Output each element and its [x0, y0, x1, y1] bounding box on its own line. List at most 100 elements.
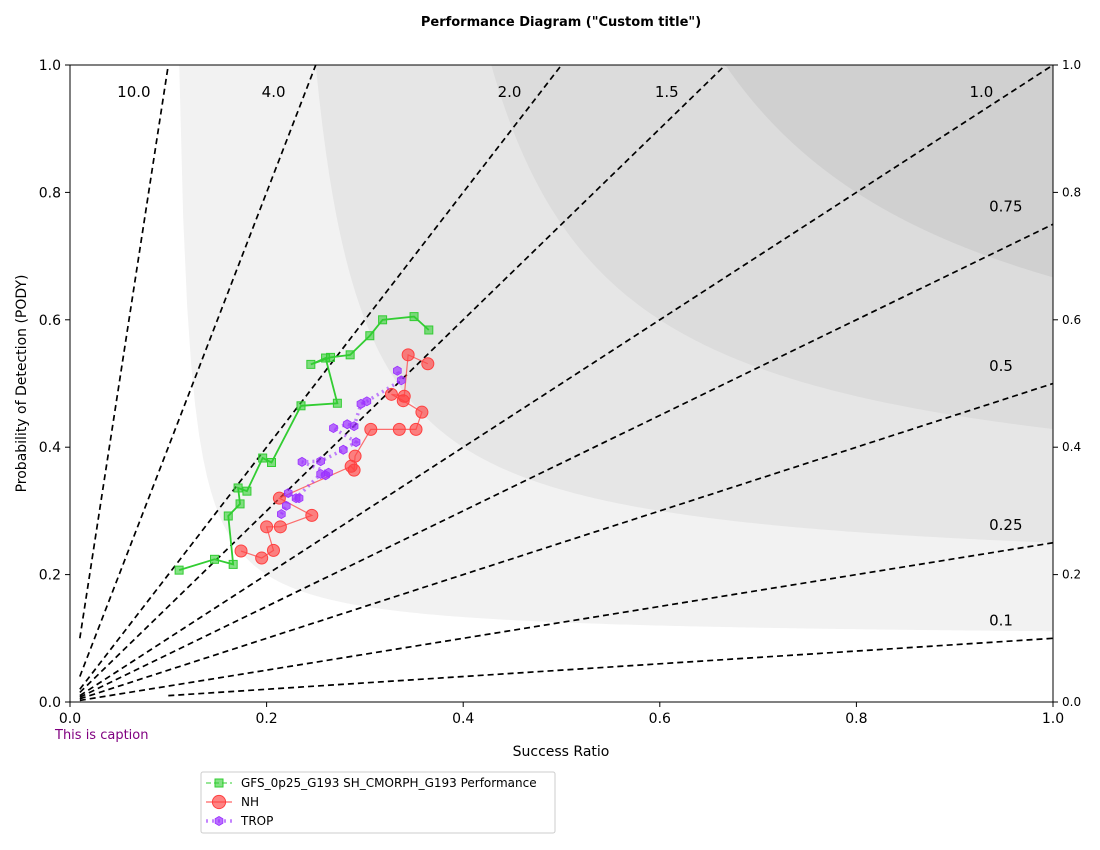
bias-lines: 10.0 4.0 2.0 1.5 1.0 0.75 0.5 0.25 0.1: [78, 64, 1054, 702]
x-tick-label-3: 0.6: [649, 711, 671, 727]
bias-label-10.0: 10.0: [117, 83, 150, 101]
series-2-point-10: [338, 444, 348, 455]
series-0-point-6: [242, 486, 252, 496]
x-axis-label: Success Ratio: [513, 744, 610, 760]
series-2-point-4: [291, 493, 301, 504]
right-y-tick-label-5: 1.0: [1062, 58, 1081, 72]
series-2-point-2: [283, 488, 293, 499]
series-2-point-12: [329, 423, 338, 434]
plot-frame: [69, 64, 1054, 703]
bias-line-1.0: [79, 64, 1054, 697]
x-tick-label-1: 0.2: [255, 711, 277, 727]
series-2-point-1: [281, 500, 291, 511]
series-0-point-13: [325, 352, 335, 362]
series-2-point-13: [342, 419, 352, 430]
series-1-point-8: [347, 463, 361, 477]
csi-contour-fill: [70, 65, 1053, 702]
legend: GFS_0p25_G193 SH_CMORPH_G193 Performance…: [200, 771, 556, 834]
series-0-point-14: [345, 350, 355, 360]
bias-label-1.5: 1.5: [655, 83, 679, 101]
series-1-point-12: [409, 422, 423, 436]
x-tick-label-4: 0.8: [845, 711, 867, 727]
bias-label-0.5: 0.5: [989, 357, 1013, 375]
series-layer: [174, 312, 435, 575]
series-1-point-2: [266, 543, 280, 557]
legend-marker-1: [211, 794, 227, 810]
chart-title: Performance Diagram ("Custom title"): [421, 15, 701, 30]
series-2-point-17: [396, 375, 406, 386]
bias-line-2.0: [79, 64, 563, 690]
series-2-point-0: [277, 509, 286, 520]
series-2-point-18: [393, 365, 402, 376]
right-y-tick-label-3: 0.6: [1062, 313, 1081, 327]
series-1-point-1: [255, 551, 269, 565]
series-1-point-5: [305, 508, 319, 522]
series-0-point-12: [306, 359, 316, 369]
bias-label-0.1: 0.1: [989, 612, 1013, 630]
x-tick-label-5: 1.0: [1042, 711, 1064, 727]
legend-label-0: GFS_0p25_G193 SH_CMORPH_G193 Performance: [241, 776, 537, 790]
bias-label-4.0: 4.0: [262, 83, 286, 101]
y-tick-label-2: 0.4: [39, 440, 61, 456]
series-0-point-7: [258, 453, 268, 463]
x-tick-label-0: 0.0: [59, 711, 81, 727]
y-tick-label-0: 0.0: [39, 695, 61, 711]
bias-label-1.0: 1.0: [969, 83, 993, 101]
series-0-point-16: [378, 315, 388, 325]
legend-marker-0: [214, 778, 224, 788]
x-tick-label-2: 0.4: [452, 711, 474, 727]
series-0-point-5: [233, 483, 243, 493]
bias-line-0.1: [168, 637, 1054, 697]
y-tick-label-1: 0.2: [39, 568, 61, 584]
right-y-tick-label-1: 0.2: [1062, 568, 1081, 582]
legend-label-1: NH: [241, 795, 259, 809]
series-0-point-10: [332, 398, 342, 408]
series-2-point-9: [316, 456, 325, 467]
bias-line-0.25: [79, 541, 1054, 702]
series-1-point-6: [272, 491, 286, 505]
series-0-point-4: [235, 499, 245, 509]
series-0-point-8: [267, 457, 277, 467]
series-0-point-3: [223, 511, 233, 521]
series-1-point-13: [415, 405, 429, 419]
series-1-point-9: [348, 449, 362, 463]
series-1: [234, 348, 435, 565]
series-1-point-3: [260, 520, 274, 534]
series-0-point-15: [365, 331, 375, 341]
bias-line-0.75: [79, 223, 1054, 698]
bias-line-0.5: [79, 382, 1054, 700]
series-1-point-0: [234, 544, 248, 558]
series-1-point-17: [401, 348, 415, 362]
series-2-point-11: [351, 437, 361, 448]
right-y-tick-label-2: 0.4: [1062, 440, 1081, 454]
series-2-point-16: [362, 396, 372, 407]
series-1-point-15: [384, 387, 398, 401]
bias-label-2.0: 2.0: [498, 83, 522, 101]
y-tick-label-4: 0.8: [39, 185, 61, 201]
series-1-point-11: [392, 422, 406, 436]
series-0-point-0: [174, 565, 184, 575]
series-1-point-10: [364, 422, 378, 436]
y-axis-label: Probability of Detection (PODY): [14, 275, 30, 493]
axes: 0.0 0.2 0.4 0.6 0.8 1.0 0.0 0.2 0.4 0.6 0.8 1.0 0.0 0…: [39, 58, 1081, 727]
chart-caption: This is caption: [54, 728, 148, 743]
right-y-tick-label-4: 0.8: [1062, 185, 1081, 199]
series-1-point-16: [397, 389, 411, 403]
series-0-point-18: [424, 325, 434, 335]
series-0-point-17: [409, 312, 419, 322]
series-1-point-4: [273, 520, 287, 534]
legend-marker-2: [214, 816, 224, 826]
bias-label-0.75: 0.75: [989, 198, 1022, 216]
series-1-point-18: [421, 357, 435, 371]
series-2-point-14: [349, 421, 359, 432]
series-0-point-9: [296, 401, 306, 411]
bias-line-10.0: [78, 64, 170, 639]
series-0-point-2: [228, 559, 238, 569]
series-2-point-8: [297, 456, 307, 467]
y-tick-label-5: 1.0: [39, 58, 61, 74]
legend-label-2: TROP: [240, 814, 273, 828]
right-y-tick-label-0: 0.0: [1062, 695, 1081, 709]
y-tick-label-3: 0.6: [39, 313, 61, 329]
series-2-point-7: [324, 467, 333, 478]
